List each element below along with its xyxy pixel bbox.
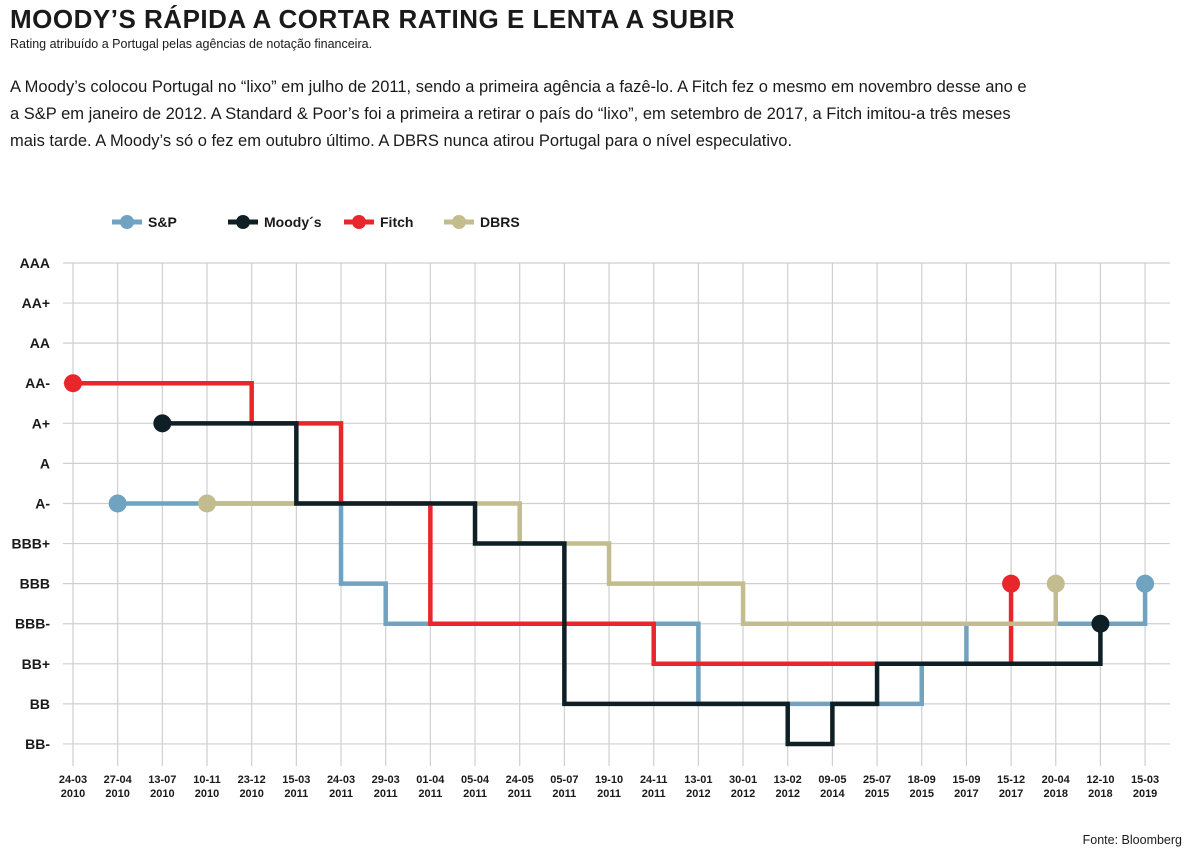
x-tick-label-year: 2011 <box>508 788 532 800</box>
y-tick-label: AA <box>30 335 50 351</box>
x-tick-label-date: 15-09 <box>952 774 980 786</box>
series-line-sp <box>117 501 1148 707</box>
x-tick-label-year: 2018 <box>1088 788 1112 800</box>
x-tick-label-year: 2010 <box>150 788 174 800</box>
x-tick-label-year: 2012 <box>775 788 799 800</box>
x-tick-label-date: 12-10 <box>1086 774 1114 786</box>
x-tick-label-date: 18-09 <box>908 774 936 786</box>
legend-label: Moody´s <box>264 214 322 230</box>
y-tick-label: A- <box>35 495 50 511</box>
chart-title: MOODY’S RÁPIDA A CORTAR RATING E LENTA A… <box>10 4 735 34</box>
x-tick-label-year: 2010 <box>239 788 263 800</box>
y-tick-label: A+ <box>32 415 50 431</box>
series-marker-start-moodys <box>153 414 172 433</box>
x-tick-label-date: 25-07 <box>863 774 891 786</box>
series-marker-end-dbrs <box>1046 574 1065 593</box>
x-tick-label-date: 09-05 <box>818 774 846 786</box>
series-lines <box>73 380 1148 747</box>
x-tick-label-date: 30-01 <box>729 774 757 786</box>
x-tick-label-date: 01-04 <box>416 774 445 786</box>
x-tick-label-year: 2011 <box>284 788 308 800</box>
x-tick-label-year: 2011 <box>329 788 353 800</box>
y-tick-label: AA- <box>25 375 50 391</box>
x-tick-label-year: 2011 <box>642 788 666 800</box>
x-tick-label-date: 13-01 <box>684 774 712 786</box>
y-tick-label: AAA <box>20 255 50 271</box>
legend-label: Fitch <box>380 214 413 230</box>
legend-swatch-dot <box>452 215 466 229</box>
x-tick-label-date: 15-03 <box>282 774 310 786</box>
x-tick-label-year: 2011 <box>374 788 398 800</box>
x-tick-label-date: 05-07 <box>550 774 578 786</box>
x-tick-label-date: 15-12 <box>997 774 1025 786</box>
x-tick-label-year: 2012 <box>686 788 710 800</box>
intro-paragraph: A Moody’s colocou Portugal no “lixo” em … <box>10 78 1027 150</box>
x-tick-label-year: 2015 <box>909 788 933 800</box>
x-tick-label-date: 10-11 <box>193 774 221 786</box>
source-note: Fonte: Bloomberg <box>1082 833 1182 847</box>
x-tick-label-date: 24-11 <box>640 774 668 786</box>
series-marker-start-fitch <box>64 374 82 393</box>
series-marker-end-moodys <box>1091 614 1110 633</box>
series-marker-start-dbrs <box>198 494 217 513</box>
series-line-dbrs <box>207 501 1058 626</box>
x-tick-label-date: 13-02 <box>774 774 802 786</box>
y-tick-label: BBB <box>20 576 50 592</box>
chart-subtitle: Rating atribuído a Portugal pelas agênci… <box>10 37 373 51</box>
x-axis: 24-03 2010 27-04 2010 13-07 2010 10-11 2010 23-1… <box>59 774 1159 800</box>
x-tick-label-year: 2010 <box>61 788 85 800</box>
legend-swatch-dot <box>352 215 366 229</box>
x-tick-label-year: 2018 <box>1043 788 1067 800</box>
x-tick-label-year: 2014 <box>820 788 845 800</box>
y-tick-label: A <box>40 455 50 471</box>
x-tick-label-year: 2011 <box>552 788 576 800</box>
y-tick-label: BB+ <box>22 656 50 672</box>
x-tick-label-date: 24-03 <box>59 774 87 786</box>
x-tick-label-year: 2011 <box>418 788 442 800</box>
y-tick-label: BBB- <box>15 616 50 632</box>
x-tick-label-year: 2011 <box>597 788 621 800</box>
x-tick-label-year: 2010 <box>195 788 219 800</box>
legend-label: DBRS <box>480 214 520 230</box>
x-tick-label-year: 2011 <box>463 788 487 800</box>
series-marker-end-fitch <box>1002 574 1021 593</box>
legend-label: S&P <box>148 214 177 230</box>
x-tick-label-date: 27-04 <box>104 774 133 786</box>
y-tick-label: BB <box>30 696 50 712</box>
x-tick-label-year: 2017 <box>954 788 978 800</box>
y-tick-label: BB- <box>25 736 50 752</box>
x-tick-label-year: 2010 <box>105 788 129 800</box>
x-tick-label-year: 2017 <box>999 788 1023 800</box>
y-tick-label: AA+ <box>22 295 50 311</box>
x-tick-label-date: 15-03 <box>1131 774 1159 786</box>
x-tick-label-date: 05-04 <box>461 774 490 786</box>
chart-grid <box>63 262 1170 766</box>
x-tick-label-year: 2012 <box>731 788 755 800</box>
x-tick-label-date: 23-12 <box>238 774 266 786</box>
y-tick-label: BBB+ <box>11 536 50 552</box>
legend-swatch-dot <box>236 215 250 229</box>
series-marker-start-sp <box>108 494 127 513</box>
series-line-moodys <box>162 421 1103 747</box>
x-tick-label-date: 29-03 <box>372 774 400 786</box>
x-tick-label-date: 24-03 <box>327 774 355 786</box>
x-tick-label-date: 13-07 <box>148 774 176 786</box>
x-tick-label-date: 24-05 <box>506 774 534 786</box>
x-tick-label-year: 2019 <box>1133 788 1157 800</box>
x-tick-label-year: 2015 <box>865 788 889 800</box>
x-tick-label-date: 20-04 <box>1042 774 1071 786</box>
x-tick-label-date: 19-10 <box>595 774 623 786</box>
legend: S&P Moody´s Fitch DBRS <box>112 214 520 230</box>
legend-swatch-dot <box>120 215 134 229</box>
series-start-markers <box>64 374 1155 633</box>
series-marker-end-sp <box>1136 574 1155 593</box>
